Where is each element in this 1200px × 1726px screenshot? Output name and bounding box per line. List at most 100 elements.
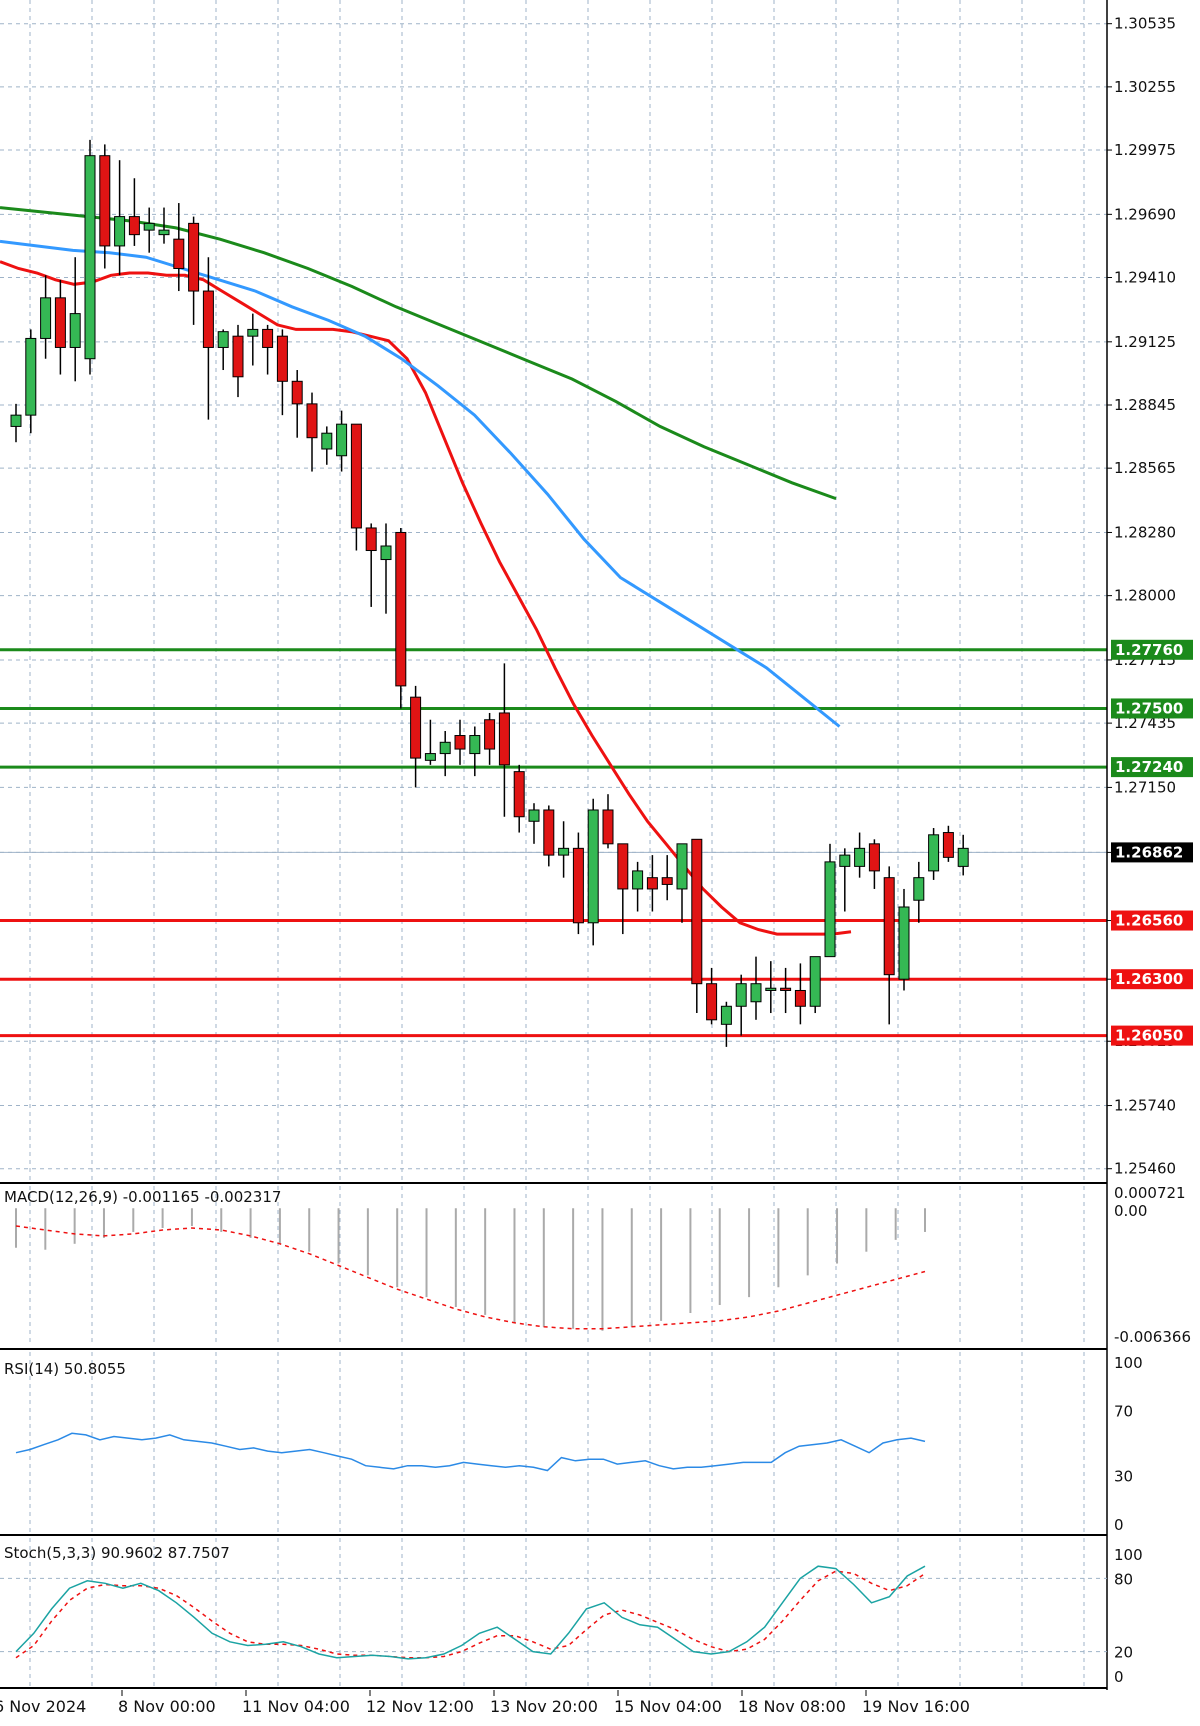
macd-signal-line — [15, 1225, 926, 1330]
price-tag-bg — [1111, 698, 1193, 719]
candle-bear — [291, 380, 303, 405]
candle-bull — [676, 843, 688, 890]
candle-bull — [143, 222, 155, 231]
candle-bear — [232, 335, 244, 378]
time-tick-label: 8 Nov 00:00 — [118, 1697, 216, 1716]
price-tag-label: 1.26560 — [1115, 912, 1183, 930]
candle-bear — [99, 155, 111, 247]
price-tag-label: 1.26862 — [1115, 843, 1183, 861]
price-tag-label: 1.26300 — [1115, 970, 1183, 988]
candle-bear — [498, 712, 510, 766]
candle-bear — [54, 297, 66, 348]
stoch-panel: Stoch(5,3,3) 90.9602 87.7507 100 80 20 0 — [0, 1544, 1143, 1686]
price-tag-bg — [1111, 842, 1193, 863]
price-tick-label: 1.29125 — [1114, 333, 1176, 351]
time-tick-label: 18 Nov 08:00 — [738, 1697, 846, 1716]
stoch-label: Stoch(5,3,3) 90.9602 87.7507 — [4, 1544, 230, 1562]
support-resistance-levels — [0, 648, 1107, 1038]
candle-bear — [262, 328, 274, 348]
candle-bull — [839, 854, 851, 867]
price-tick-label: 1.29975 — [1114, 141, 1176, 159]
candle-bull — [765, 987, 777, 991]
candle-bull — [424, 753, 436, 761]
candle-bull — [380, 545, 392, 561]
candle-bear — [794, 989, 806, 1007]
price-tick-label: 1.25740 — [1114, 1097, 1176, 1115]
candle-bull — [321, 432, 333, 450]
candle-bull — [913, 877, 925, 901]
time-tick-label: 6 Nov 2024 — [0, 1697, 86, 1716]
moving-averages — [0, 206, 852, 936]
candle-bull — [528, 809, 540, 822]
stoch-signal-line — [15, 1570, 926, 1659]
price-tag-bg — [1111, 639, 1193, 660]
candle-bear — [706, 983, 718, 1021]
price-tick-label: 1.28280 — [1114, 523, 1176, 541]
candle-bear — [661, 877, 673, 885]
candle-bear — [868, 843, 880, 872]
candle-bull — [247, 328, 259, 337]
candle-bull — [928, 834, 940, 872]
candle-bull — [558, 847, 570, 856]
candle-bull — [439, 741, 451, 755]
price-tick-label: 1.27150 — [1114, 778, 1176, 796]
candle-bear — [484, 719, 496, 750]
candle-bull — [25, 337, 37, 416]
candle-bull — [587, 809, 599, 924]
candle-bear — [572, 847, 584, 924]
candle-bull — [854, 847, 866, 867]
price-tag-label: 1.27240 — [1115, 758, 1183, 776]
panel-frames — [0, 0, 1108, 1690]
candle-bear — [188, 222, 200, 292]
price-axis: 1.30535 1.30255 1.29975 1.29690 1.29410 1.291… — [1107, 15, 1176, 1178]
candle-bear — [513, 771, 525, 818]
candle-bull — [84, 155, 96, 360]
candle-bull — [750, 983, 762, 1003]
rsi-tick-label: 100 — [1114, 1354, 1143, 1372]
candle-bear — [602, 809, 614, 845]
candle-bear — [617, 843, 629, 890]
price-tick-label: 1.28845 — [1114, 396, 1176, 414]
ma-line-red — [0, 260, 852, 936]
price-tick-label: 1.27435 — [1114, 714, 1176, 732]
price-tick-label: 1.25460 — [1114, 1160, 1176, 1178]
candle-bull — [824, 861, 836, 958]
time-tick-label: 11 Nov 04:00 — [242, 1697, 350, 1716]
candle-bull — [158, 229, 170, 236]
candle-bull — [809, 956, 821, 1007]
rsi-panel: RSI(14) 50.8055 100 70 30 0 — [4, 1354, 1143, 1534]
candle-bear — [173, 238, 185, 269]
time-tick-label: 15 Nov 04:00 — [614, 1697, 722, 1716]
candle-bear — [350, 423, 362, 529]
price-tag-bg — [1111, 757, 1193, 778]
price-tick-label: 1.29690 — [1114, 205, 1176, 223]
macd-top-tick: 0.000721 — [1114, 1184, 1186, 1202]
price-tick-label: 1.28000 — [1114, 587, 1176, 605]
price-tick-label: 1.28565 — [1114, 459, 1176, 477]
candle-bear — [365, 527, 377, 552]
price-tag-label: 1.26050 — [1115, 1027, 1183, 1045]
macd-bottom-tick: -0.006366 — [1114, 1328, 1191, 1346]
candle-bear — [691, 838, 703, 985]
candles — [10, 139, 969, 1047]
candle-bear — [883, 877, 895, 976]
candle-bull — [735, 983, 747, 1007]
price-tags: 1.27760 1.27500 1.27240 1.26560 1.26300 1.260… — [1111, 639, 1193, 1046]
price-tag-bg — [1111, 969, 1193, 990]
candle-bear — [202, 290, 214, 348]
candle-bear — [276, 335, 288, 382]
candle-bull — [114, 216, 126, 247]
candle-bear — [646, 877, 658, 890]
candle-bull — [10, 414, 22, 427]
candle-bull — [40, 297, 52, 339]
time-tick-label: 12 Nov 12:00 — [366, 1697, 474, 1716]
macd-label: MACD(12,26,9) -0.001165 -0.002317 — [4, 1188, 281, 1206]
time-axis: 6 Nov 2024 8 Nov 00:00 11 Nov 04:00 12 Nov … — [0, 1690, 970, 1716]
rsi-tick-label: 30 — [1114, 1467, 1133, 1485]
candle-bear — [306, 403, 318, 439]
stoch-tick-label: 0 — [1114, 1668, 1124, 1686]
ma-line-blue — [0, 239, 841, 728]
candle-bear — [395, 531, 407, 687]
candle-bear — [128, 216, 140, 236]
